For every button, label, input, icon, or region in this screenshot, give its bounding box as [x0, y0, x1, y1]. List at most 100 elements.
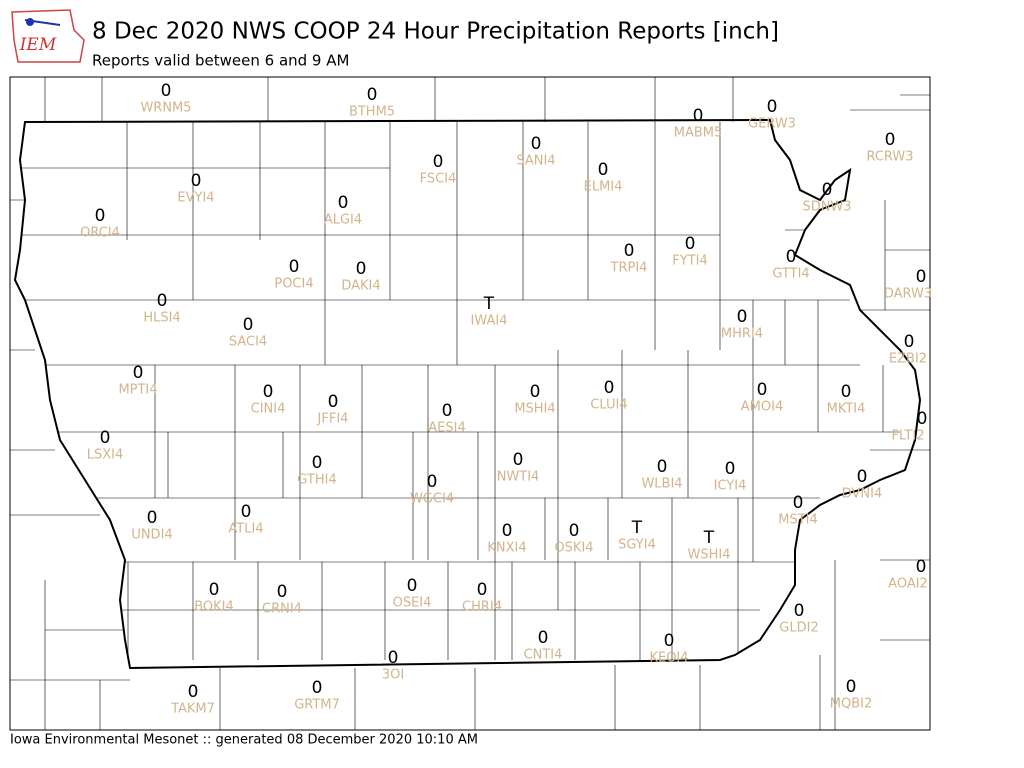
station-value: 0	[904, 332, 915, 352]
station-id: FSCI4	[420, 172, 457, 187]
station-id: CINI4	[251, 402, 286, 417]
county-lines	[20, 122, 900, 660]
station-id: WGCI4	[410, 492, 454, 507]
station-value: 0	[598, 160, 609, 180]
map-frame	[9, 76, 931, 731]
station-id: KNXI4	[487, 541, 526, 556]
station-value: 0	[794, 601, 805, 621]
station-value: 0	[477, 580, 488, 600]
station-id: AMOI4	[741, 400, 783, 415]
station-id: SACI4	[229, 335, 267, 350]
logo: IEM	[11, 9, 85, 63]
station-value: 0	[407, 576, 418, 596]
station-id: GRTM7	[294, 698, 340, 713]
station-value: 0	[157, 291, 168, 311]
station-value: 0	[338, 193, 349, 213]
station-value: 0	[433, 152, 444, 172]
station-value: 0	[664, 631, 675, 651]
station-id: CRNI4	[262, 602, 302, 617]
station-value: 0	[191, 171, 202, 191]
station-value: 0	[241, 502, 252, 522]
station-value: 0	[793, 493, 804, 513]
station-value: 0	[312, 453, 323, 473]
station-value: 0	[846, 677, 857, 697]
station-id: ICYI4	[714, 479, 747, 494]
station-value: 0	[885, 130, 896, 150]
station-value: 0	[502, 521, 513, 541]
station-id: HLSI4	[143, 311, 180, 326]
station-value: 0	[289, 257, 300, 277]
station-id: LSXI4	[87, 448, 124, 463]
logo-text: IEM	[19, 35, 57, 55]
station-value: 0	[538, 628, 549, 648]
station-value: T	[631, 518, 643, 538]
station-value: 0	[133, 363, 144, 383]
station-value: 0	[569, 521, 580, 541]
station-id: ELMI4	[584, 180, 623, 195]
station-value: 0	[188, 682, 199, 702]
station-id: MPTI4	[118, 383, 157, 398]
station-value: 0	[657, 457, 668, 477]
station-id: JFFI4	[317, 412, 349, 427]
station-id: ORCI4	[80, 226, 120, 241]
station-value: 0	[767, 97, 778, 117]
station-id: DAKI4	[341, 279, 380, 294]
station-id: SGYI4	[618, 538, 656, 553]
station-id: POCI4	[274, 277, 313, 292]
station-id: WRNM5	[140, 101, 191, 116]
station-value: 0	[209, 580, 220, 600]
station-value: 0	[161, 81, 172, 101]
station-id: MABM5	[674, 126, 723, 141]
station-id: AESI4	[428, 421, 465, 436]
logo-mark	[26, 18, 34, 26]
station-id: FLTI2	[892, 429, 925, 444]
station-value: 0	[277, 582, 288, 602]
station-id: OSEI4	[393, 596, 432, 611]
station-value: 0	[857, 467, 868, 487]
station-id: RCRW3	[866, 150, 913, 165]
station-value: 0	[442, 401, 453, 421]
footer: Iowa Environmental Mesonet :: generated …	[10, 733, 478, 748]
station-value: 0	[916, 557, 927, 577]
station-id: DARW3	[884, 287, 932, 302]
station-value: 0	[916, 267, 927, 287]
station-value: 0	[917, 409, 928, 429]
station-value: 0	[737, 307, 748, 327]
station-id: GTTI4	[772, 267, 809, 282]
neighbor-lines	[10, 77, 930, 730]
station-id: 3OI	[382, 668, 404, 683]
station-id: SDNW3	[802, 200, 851, 215]
station-value: 0	[822, 180, 833, 200]
station-id: WSHI4	[688, 548, 731, 563]
station-id: AOAI2	[888, 577, 928, 592]
station-value: 0	[356, 259, 367, 279]
station-id: OSKI4	[554, 541, 593, 556]
station-id: KEOI4	[649, 651, 688, 666]
station-value: 0	[367, 85, 378, 105]
station-id: IWAI4	[471, 314, 508, 329]
station-value: 0	[100, 428, 111, 448]
station-id: BOKI4	[194, 600, 234, 615]
station-value: 0	[427, 472, 438, 492]
station-value: 0	[841, 382, 852, 402]
station-value: 0	[95, 206, 106, 226]
station-id: EVYI4	[177, 191, 214, 206]
station-value: 0	[530, 382, 541, 402]
station-id: GLDI2	[779, 621, 818, 636]
station-value: 0	[243, 315, 254, 335]
station-id: MQBI2	[830, 697, 872, 712]
station-id: MHRI4	[721, 327, 763, 342]
station-id: CHRI4	[462, 600, 502, 615]
station-id: TRPI4	[610, 261, 648, 276]
station-id: BTHM5	[349, 105, 395, 120]
station-value: 0	[147, 508, 158, 528]
station-value: 0	[693, 106, 704, 126]
subtitle: Reports valid between 6 and 9 AM	[92, 52, 349, 70]
station-id: GTHI4	[297, 473, 336, 488]
station-id: FYTI4	[672, 254, 707, 269]
station-value: 0	[786, 247, 797, 267]
station-id: MSHI4	[514, 402, 555, 417]
station-id: WLBI4	[641, 477, 682, 492]
station-id: CLUI4	[590, 398, 627, 413]
